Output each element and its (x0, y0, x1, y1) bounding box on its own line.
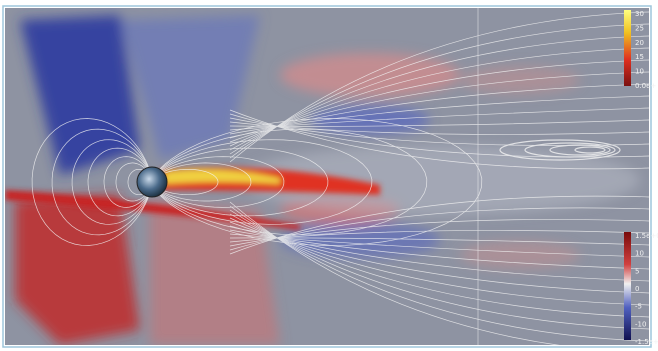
field-line (152, 128, 428, 236)
colorbar-label: 0.0e+ (635, 82, 656, 90)
colorbar-label: 25 (635, 24, 644, 32)
colorbar-label: 15 (635, 53, 644, 61)
field-line (152, 147, 329, 217)
field-lines (31, 8, 649, 345)
field-line (151, 168, 219, 196)
colorbar-label: 30 (635, 10, 644, 18)
colorbar-label: 0 (635, 285, 639, 293)
colorbar-label: 5 (635, 267, 639, 275)
colorbar-label: 10 (635, 68, 644, 76)
frame-border (2, 5, 652, 348)
colorbar-label: 1.5e+0 (635, 232, 658, 240)
field-line (103, 156, 153, 208)
field-line (229, 109, 649, 170)
colorbar-label: -10 (635, 320, 646, 328)
colorbar-label: -1.5e+ (635, 338, 658, 346)
colorbar-label: 10 (635, 250, 644, 258)
colorbar (624, 10, 631, 86)
earth (136, 166, 168, 198)
colorbar-label: 20 (635, 39, 644, 47)
colorbar (624, 232, 631, 340)
field-line (152, 156, 285, 208)
field-line (229, 195, 649, 255)
field-line (51, 128, 153, 236)
field-line (152, 162, 252, 202)
field-image (5, 8, 649, 345)
colorbar-label: -5 (635, 303, 642, 311)
field-line (31, 118, 152, 246)
field-line (87, 147, 153, 217)
field-line (71, 139, 153, 225)
field-line (152, 118, 483, 246)
field-line (152, 139, 373, 225)
